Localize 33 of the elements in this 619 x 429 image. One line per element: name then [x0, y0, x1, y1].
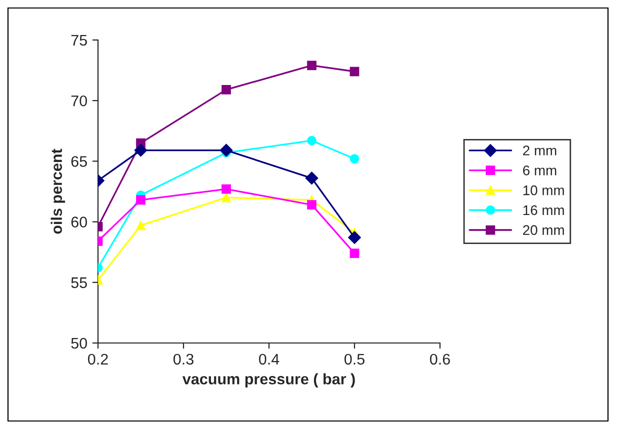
x-tick-label: 0.4 — [258, 354, 280, 365]
point — [222, 192, 231, 202]
x-tick-label: 0.5 — [344, 354, 364, 365]
point — [350, 248, 360, 258]
legend-label: 2 mm — [523, 146, 556, 156]
y-tick-label: 75 — [71, 35, 87, 46]
point — [307, 60, 316, 70]
legend-label: 16 mm — [523, 205, 564, 216]
point — [350, 154, 360, 164]
point — [350, 66, 360, 76]
point — [134, 144, 148, 157]
point — [222, 184, 231, 194]
point — [136, 195, 146, 205]
y-tick-label: 65 — [71, 156, 87, 167]
legend-label: 6 mm — [523, 166, 556, 176]
point — [220, 144, 233, 157]
y-tick-label: 55 — [71, 277, 87, 288]
point — [348, 231, 361, 244]
point — [136, 220, 146, 230]
point — [307, 200, 316, 210]
legend-label: 10 mm — [523, 185, 564, 196]
y-tick-label: 60 — [71, 216, 87, 228]
x-tick-label: 0.6 — [430, 354, 450, 365]
y-axis-title: oils percent — [50, 148, 66, 234]
point — [307, 136, 316, 146]
y-tick-label: 70 — [71, 95, 87, 106]
point — [222, 85, 231, 94]
x-tick-label: 0.3 — [173, 354, 194, 365]
point — [305, 172, 318, 185]
x-axis-title: vacuum pressure ( bar ) — [182, 373, 355, 388]
x-tick-label: 0.2 — [88, 354, 108, 365]
legend-label: 20 mm — [523, 225, 564, 236]
y-tick-label: 50 — [71, 338, 87, 349]
